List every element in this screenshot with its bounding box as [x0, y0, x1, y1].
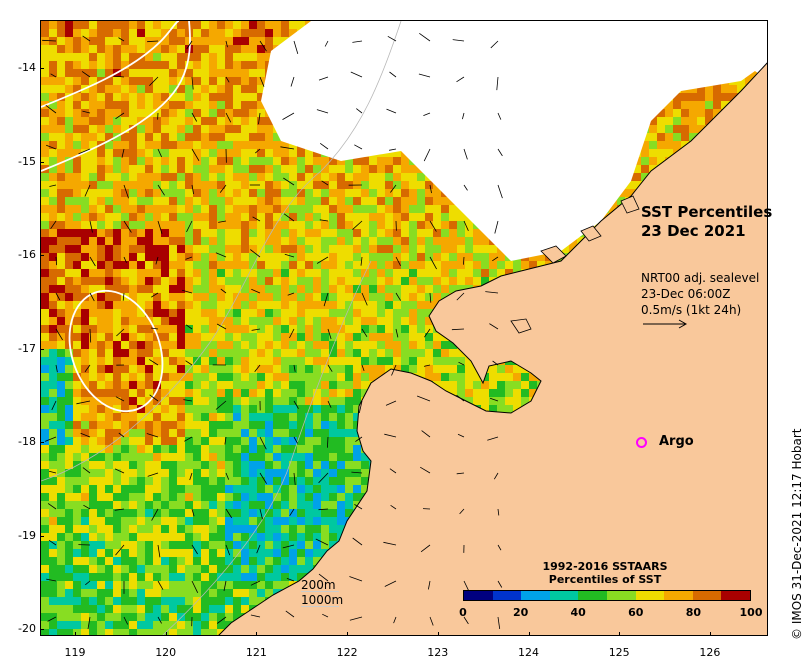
longitude-tick	[165, 632, 167, 636]
colorbar-swatch	[521, 591, 550, 600]
current-info: NRT00 adj. sealevel 23-Dec 06:00Z 0.5m/s…	[641, 270, 759, 334]
colorbar-title: 1992-2016 SSTAARS Percentiles of SST	[480, 560, 730, 586]
current-scale: 0.5m/s (1kt 24h)	[641, 303, 742, 317]
colorbar-title-line-1: 1992-2016 SSTAARS	[542, 560, 668, 573]
latitude-tick-label: -16	[18, 248, 36, 261]
latitude-tick-label: -15	[18, 154, 36, 168]
title-line-2: 23 Dec 2021	[641, 222, 746, 240]
colorbar-swatch	[606, 591, 636, 600]
current-vectors	[42, 32, 503, 630]
title-line-1: SST Percentiles	[641, 203, 773, 221]
contour-200m-line	[301, 591, 339, 592]
latitude-tick	[40, 442, 44, 443]
credit-text: © IMOS 31-Dec-2021 12:17 Hobart	[790, 428, 804, 640]
longitude-tick-label: 119	[64, 646, 86, 659]
latitude-tick	[40, 255, 44, 256]
longitude-tick	[256, 632, 258, 636]
contour-200m-label: 200m	[301, 578, 336, 592]
current-source: NRT00 adj. sealevel	[641, 271, 760, 285]
longitude-tick	[347, 632, 349, 636]
longitude-tick	[619, 632, 621, 636]
colorbar-tick-label: 20	[512, 606, 529, 619]
contour-1000m-label: 1000m	[301, 593, 344, 607]
longitude-tick-label: 122	[336, 646, 358, 659]
colorbar-swatch	[549, 591, 579, 600]
longitude-tick-label: 123	[427, 646, 449, 659]
longitude-tick	[709, 632, 711, 636]
colorbar-swatch	[492, 591, 522, 600]
longitude-tick-label: 120	[155, 646, 177, 659]
bathymetry-contours	[41, 21, 402, 635]
latitude-tick-label: -20	[18, 622, 36, 635]
colorbar-tick-label: 0	[459, 606, 467, 619]
longitude-tick-label: 126	[699, 646, 721, 659]
colorbar-swatch	[635, 591, 665, 600]
colorbar-swatch	[578, 591, 607, 600]
no-data-regions	[261, 21, 767, 261]
latitude-tick-label: -19	[18, 528, 36, 542]
sealevel-contours	[41, 21, 191, 413]
colorbar-tick-label: 40	[570, 606, 586, 619]
map-title: SST Percentiles 23 Dec 2021	[641, 203, 772, 241]
argo-float-marker[interactable]	[636, 437, 647, 448]
contour-1000m-line	[301, 606, 339, 607]
colorbar-tick-label: 60	[628, 606, 644, 619]
colorbar-swatch	[721, 591, 750, 600]
latitude-tick	[40, 629, 44, 630]
longitude-tick-label: 124	[518, 646, 539, 659]
island-group	[510, 195, 640, 334]
longitude-tick-label: 121	[245, 646, 267, 659]
map-frame[interactable]	[40, 20, 768, 636]
current-scale-arrow	[643, 319, 688, 329]
colorbar-swatch	[692, 591, 722, 600]
colorbar-tick-label: 100	[739, 606, 763, 619]
latitude-tick-label: -17	[18, 341, 36, 355]
latitude-tick	[40, 68, 44, 69]
latitude-tick	[40, 161, 44, 163]
longitude-tick	[437, 632, 439, 636]
contour-legend: 200m 1000m	[301, 577, 343, 607]
colorbar-title-line-2: Percentiles of SST	[548, 573, 662, 586]
latitude-tick-label: -14	[18, 61, 36, 74]
sst-map[interactable]	[41, 21, 768, 636]
latitude-tick	[40, 348, 44, 350]
latitude-tick-label: -18	[18, 435, 36, 448]
current-time: 23-Dec 06:00Z	[641, 287, 731, 301]
colorbar	[463, 590, 751, 601]
colorbar-tick-label: 80	[685, 606, 702, 619]
latitude-tick	[40, 535, 44, 537]
colorbar-swatch	[664, 591, 693, 600]
colorbar-swatch	[464, 591, 493, 600]
longitude-tick	[528, 632, 530, 636]
longitude-tick-label: 125	[608, 646, 630, 659]
longitude-tick	[75, 632, 76, 636]
argo-label: Argo	[659, 434, 694, 449]
